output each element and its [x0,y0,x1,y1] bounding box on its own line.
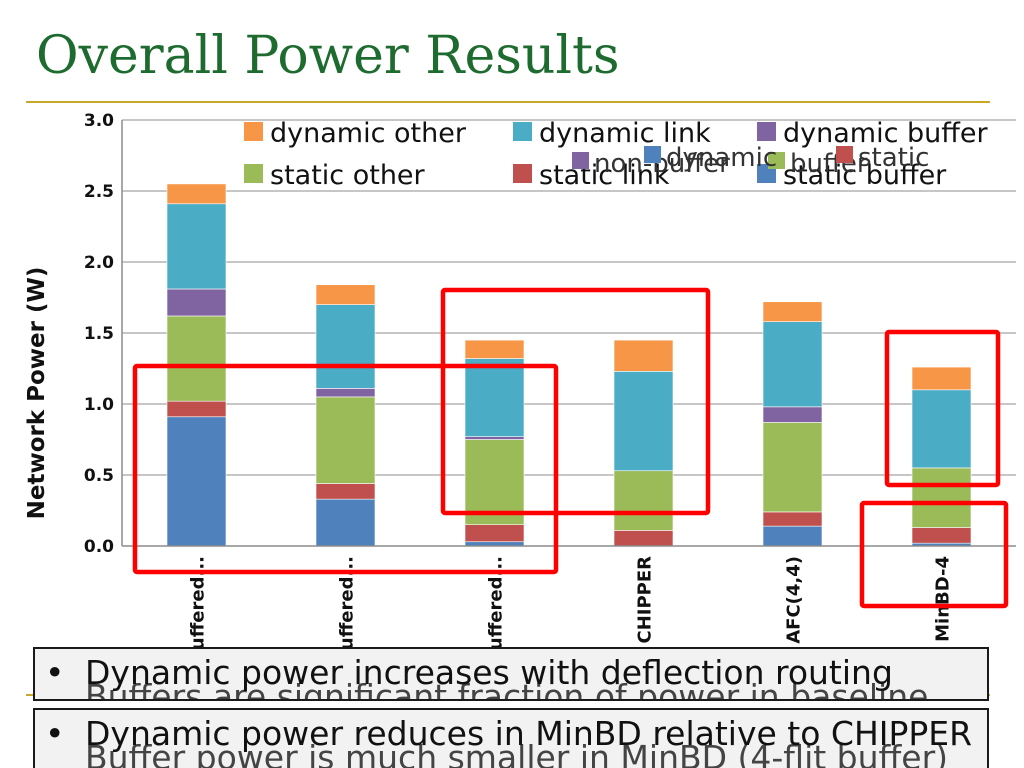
bar-segment-static-link [166,400,227,418]
legend-label: dynamic other [270,118,467,149]
ghost-legend-swatch [572,152,589,169]
bar-segment-static-other [613,470,674,531]
legend-swatch [757,122,776,141]
bar-segment-static-other [762,422,823,513]
title-divider [26,101,990,103]
ghost-legend-label: static [858,143,929,173]
bar-segment-dynamic-link [613,371,674,472]
bar-segment-static-buffer [762,525,823,547]
bar-segment-static-link [613,530,674,547]
stacked-bar-chart: 0.0 0.5 1.0 1.5 2.0 2.5 3.0 Network Power (W) Bu… [24,111,1016,664]
callout-text: Dynamic power increases with deflection … [85,653,893,692]
bar-segment-static-other [166,315,227,402]
y-tick-label: 0.5 [84,466,114,486]
x-tick-label: Buffered... [337,556,358,664]
bar-segment-static-buffer [166,416,227,547]
x-tick-label: MinBD-4 [933,556,954,642]
bar-segment-dynamic-link [762,321,823,408]
legend-swatch [244,122,263,141]
bar-segment-dynamic-buffer [166,288,227,317]
bar-segment-static-other [315,396,376,484]
ghost-legend-swatch [836,146,853,163]
highlight-box [440,287,711,516]
bar-segment-dynamic-buffer [315,388,376,398]
ghost-legend-label: buffer [790,149,868,179]
callout-text: Dynamic power reduces in MinBD relative … [85,714,973,753]
bar-segment-dynamic-other [762,301,823,322]
y-tick-label: 0.0 [84,537,114,557]
legend-swatch [513,122,532,141]
legend-label: static buffer [783,160,947,191]
bar-segment-dynamic-link [464,358,525,437]
slide-title: Overall Power Results [36,26,620,86]
highlight-box [859,500,1009,609]
legend-label: dynamic buffer [783,118,988,149]
bar-segment-static-other [911,467,972,528]
callout-dynamic-power-increase: Buffers are significant fraction of powe… [33,647,989,701]
highlight-box [132,363,559,575]
bar-segment-dynamic-buffer [464,436,525,440]
y-tick-label: 3.0 [84,111,114,131]
y-tick-label: 2.5 [84,182,114,202]
y-tick-label: 1.0 [84,395,114,415]
highlight-box [884,329,1001,488]
ghost-legend-label: dynamic [666,143,777,173]
bar-segment-dynamic-other [911,366,972,391]
legend-label: dynamic link [539,118,711,149]
bar-segment-static-link [762,511,823,527]
callout-ghost-text: Buffers are significant fraction of powe… [85,677,929,701]
bar-segment-dynamic-link [911,389,972,469]
bar-segment-static-other [464,439,525,525]
bar-segment-dynamic-other [166,183,227,205]
y-tick-label: 1.5 [84,324,114,344]
callout-dynamic-power-reduce: Buffer power is much smaller in MinBD (4… [33,708,989,768]
x-tick-label: Buffered... [188,556,209,664]
x-tick-label: Buffered... [486,556,507,664]
x-tick-label: CHIPPER [635,556,656,644]
legend-label: static link [539,160,670,191]
legend-swatch [513,164,532,183]
bar-segment-dynamic-other [315,284,376,305]
bullet-glyph: • [45,653,65,692]
x-tick-label: AFC(4,4) [784,556,805,644]
y-axis-label: Network Power (W) [24,267,50,520]
bar-segment-dynamic-link [315,304,376,389]
bar-segment-dynamic-other [464,339,525,359]
bar-segment-static-link [911,527,972,544]
bar-segment-static-buffer [315,498,376,547]
legend-swatch [244,164,263,183]
bar-segment-static-link [464,524,525,543]
bullet-glyph: • [45,714,65,753]
legend-label: static other [270,160,426,191]
y-tick-label: 2.0 [84,253,114,273]
ghost-legend-swatch [768,152,785,169]
bar-segment-static-link [315,483,376,500]
callout-ghost-text: Buffer power is much smaller in MinBD (4… [85,738,949,768]
bar-segment-dynamic-other [613,339,674,372]
bar-segment-dynamic-link [166,203,227,290]
ghost-legend-label: non-buffer [594,149,730,179]
ghost-legend-swatch [644,146,661,163]
bar-segment-dynamic-buffer [762,406,823,423]
